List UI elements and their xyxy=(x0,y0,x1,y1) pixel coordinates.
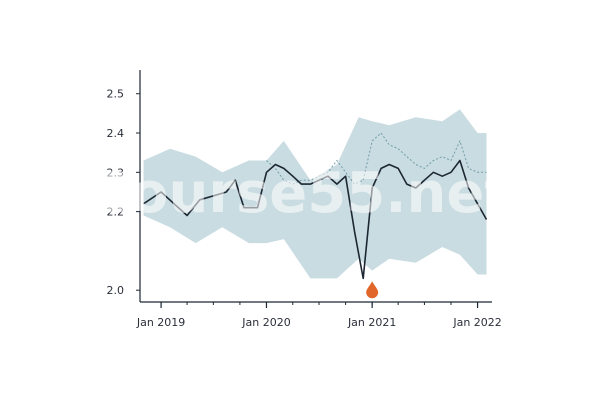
series-layer xyxy=(143,132,488,280)
y-tick-label: 2.5 xyxy=(107,88,125,101)
y-tick-label: 2.3 xyxy=(107,166,125,179)
marker-layer xyxy=(366,281,379,299)
droplet-marker xyxy=(366,281,379,299)
y-tick-label: 2.4 xyxy=(107,127,125,140)
axes: 2.5 2.4 2.3 2.2 2.0 Jan 2019 Jan 2020 Jan 2021 J… xyxy=(107,70,502,329)
confidence-band xyxy=(143,109,487,279)
series-line-solid xyxy=(143,159,488,280)
watermark-text: Course55.net xyxy=(89,161,511,226)
x-tick-label: Jan 2020 xyxy=(241,316,290,329)
x-tick-label: Jan 2022 xyxy=(452,316,501,329)
x-tick-label: Jan 2021 xyxy=(347,316,396,329)
series-line-dashed xyxy=(266,132,487,185)
y-tick-label: 2.2 xyxy=(107,206,125,219)
x-tick-label: Jan 2019 xyxy=(136,316,185,329)
y-tick-label: 2.0 xyxy=(107,284,125,297)
confidence-band-layer xyxy=(143,109,487,279)
